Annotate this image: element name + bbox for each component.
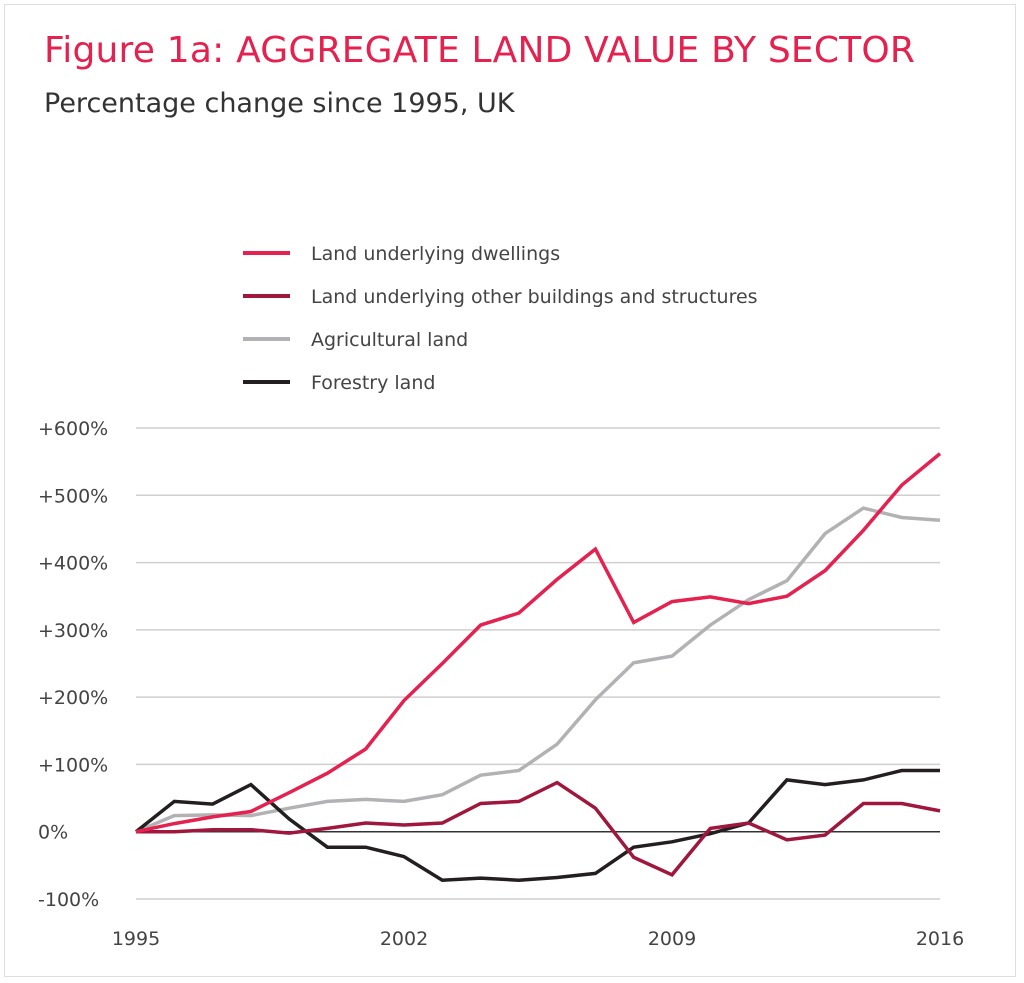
x-tick-label: 2016 (916, 928, 964, 950)
chart-title: Figure 1a: AGGREGATE LAND VALUE BY SECTO… (44, 30, 916, 71)
chart-subtitle: Percentage change since 1995, UK (44, 88, 515, 119)
y-tick-label: +500% (38, 485, 108, 507)
series-line-2 (135, 506, 941, 834)
x-tick-label: 1995 (112, 928, 160, 950)
y-tick-label: +100% (38, 754, 108, 776)
legend: Land underlying dwellings Land underlying… (243, 243, 758, 394)
y-axis-ticks: +600% +500% +400% +300% +200% +100% 0% -100% (38, 418, 108, 911)
legend-label: Land underlying dwellings (311, 243, 560, 265)
y-tick-label: -100% (38, 889, 99, 911)
legend-label: Forestry land (311, 372, 435, 394)
series-lines (134, 452, 942, 882)
gridlines (136, 427, 940, 900)
x-tick-label: 2009 (648, 928, 696, 950)
x-axis-ticks: 1995 2002 2009 2016 (112, 928, 964, 950)
legend-label: Land underlying other buildings and stru… (311, 286, 758, 308)
legend-label: Agricultural land (311, 329, 468, 351)
series-line-3 (134, 768, 940, 882)
y-tick-label: 0% (38, 822, 68, 844)
y-tick-label: +300% (38, 620, 108, 642)
series-line-1 (136, 780, 941, 877)
series-line-0 (135, 452, 942, 834)
y-tick-label: +200% (38, 687, 108, 709)
x-tick-label: 2002 (380, 928, 428, 950)
y-tick-label: +400% (38, 553, 108, 575)
y-tick-label: +600% (38, 418, 108, 440)
